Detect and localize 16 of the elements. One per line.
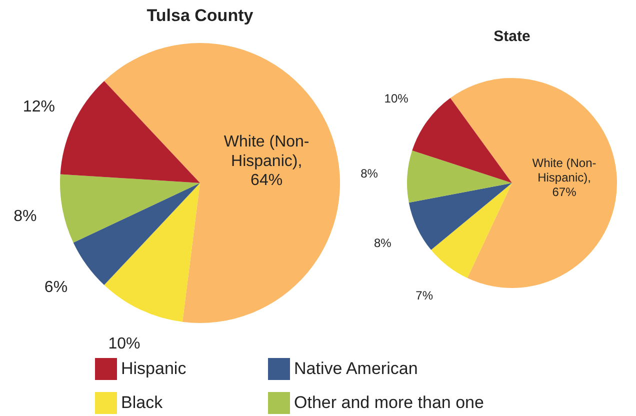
chart-title: Tulsa County: [146, 6, 254, 26]
legend-label: Hispanic: [121, 359, 186, 379]
data-label: White (Non-Hispanic), 67%: [532, 156, 596, 199]
data-label: 10%: [108, 335, 140, 352]
legend-label: Black: [121, 393, 163, 413]
legend-label: Other and more than one: [294, 393, 484, 413]
data-label: 8%: [14, 208, 37, 225]
data-label: 8%: [360, 166, 378, 180]
data-label: 12%: [22, 98, 55, 116]
data-label: 7%: [416, 288, 434, 302]
data-label: 6%: [44, 279, 68, 296]
data-label: 10%: [384, 91, 409, 106]
data-label: 8%: [374, 236, 392, 250]
chart-title: State: [492, 28, 532, 45]
legend-label: Native American: [294, 359, 418, 379]
data-label: White (Non-Hispanic), 64%: [224, 134, 310, 189]
